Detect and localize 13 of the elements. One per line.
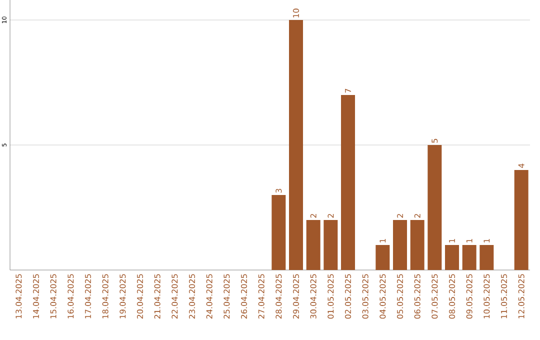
bar bbox=[480, 245, 494, 270]
bar bbox=[462, 245, 476, 270]
bar bbox=[428, 145, 442, 270]
bar bbox=[341, 95, 356, 270]
bar bbox=[445, 245, 460, 270]
bar bbox=[324, 220, 338, 270]
bar bbox=[393, 220, 408, 270]
bar bbox=[289, 20, 304, 270]
bar bbox=[376, 245, 390, 270]
bar bbox=[410, 220, 424, 270]
bar bbox=[272, 195, 286, 270]
bar bbox=[514, 170, 528, 270]
bar bbox=[306, 220, 320, 270]
